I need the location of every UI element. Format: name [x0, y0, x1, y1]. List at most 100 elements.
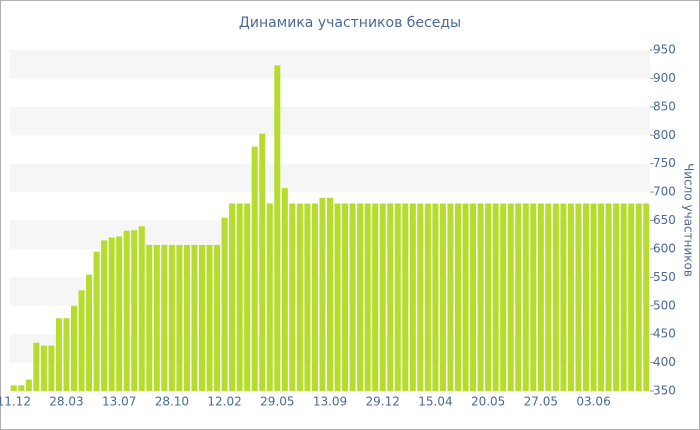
grid-band — [10, 106, 650, 136]
bar — [635, 203, 642, 391]
bar — [296, 203, 303, 391]
bar — [417, 203, 424, 391]
bar — [387, 203, 394, 391]
x-tick-label: 12.02 — [207, 395, 241, 409]
bar — [25, 379, 32, 391]
x-tick-label: 29.12 — [366, 395, 400, 409]
bar — [590, 203, 597, 391]
bar — [10, 385, 17, 391]
bar — [605, 203, 612, 391]
bar — [18, 385, 25, 391]
bar — [575, 203, 582, 391]
bar — [281, 188, 288, 391]
bar — [560, 203, 567, 391]
bar — [334, 203, 341, 391]
bar — [402, 203, 409, 391]
bar — [507, 203, 514, 391]
bar — [537, 203, 544, 391]
bar — [259, 133, 266, 392]
y-tick-label: 750 — [653, 156, 676, 170]
bar — [598, 203, 605, 391]
y-tick-label: 700 — [653, 185, 676, 199]
x-tick-label: 13.07 — [102, 395, 136, 409]
bar — [545, 203, 552, 391]
bar — [454, 203, 462, 391]
y-tick-label: 800 — [653, 128, 676, 142]
bar — [364, 203, 371, 391]
bar — [123, 230, 130, 391]
bar — [63, 318, 70, 391]
bar — [55, 318, 62, 391]
y-tick-label: 900 — [653, 71, 676, 85]
bar — [138, 226, 145, 391]
bar — [40, 345, 47, 391]
bar — [183, 244, 190, 391]
bar — [176, 244, 183, 391]
x-tick-label: 15.04 — [418, 395, 452, 409]
bar — [244, 203, 251, 391]
bar — [643, 203, 650, 391]
x-tick-label: 27.05 — [524, 395, 558, 409]
bar — [191, 244, 198, 391]
y-tick-label: 650 — [653, 213, 676, 227]
bar — [500, 203, 507, 391]
y-tick-label: 600 — [653, 241, 676, 255]
bar — [116, 236, 123, 391]
bar — [326, 197, 334, 391]
bar — [93, 251, 100, 391]
bar — [108, 237, 115, 391]
y-tick-label: 400 — [653, 355, 676, 369]
bar — [86, 274, 93, 391]
bar — [311, 203, 318, 391]
y-tick-label: 500 — [653, 298, 676, 312]
bar — [274, 65, 281, 391]
bar — [251, 146, 258, 391]
bar — [424, 203, 431, 391]
bar — [221, 217, 228, 391]
bar — [432, 203, 439, 391]
bar — [342, 203, 349, 391]
grid-band — [10, 163, 650, 193]
bar — [153, 244, 160, 391]
bar — [492, 203, 499, 391]
bar — [304, 203, 311, 391]
chart-title: Динамика участников беседы — [239, 15, 461, 31]
bar — [214, 244, 221, 391]
bar — [522, 203, 529, 391]
bar — [515, 203, 522, 391]
bar — [33, 342, 40, 391]
bar — [131, 230, 138, 391]
bar — [168, 244, 175, 391]
y-axis-label: Число участников — [682, 163, 696, 277]
bar — [236, 203, 243, 391]
bar — [266, 203, 273, 391]
bar — [70, 305, 78, 391]
bar — [372, 203, 379, 391]
bar — [462, 203, 469, 391]
bar — [530, 203, 537, 391]
x-tick-label: 28.10 — [155, 395, 189, 409]
bar — [582, 203, 590, 391]
bar — [394, 203, 401, 391]
bar — [552, 203, 559, 391]
bar — [161, 244, 168, 391]
x-tick-label: 29.05 — [260, 395, 294, 409]
bar — [78, 290, 85, 391]
bar — [48, 345, 55, 391]
y-tick-label: 550 — [653, 270, 676, 284]
bar — [206, 244, 213, 391]
bar — [379, 203, 386, 391]
bar — [620, 203, 627, 391]
bar — [628, 203, 635, 391]
bar — [101, 240, 108, 391]
bar — [146, 244, 153, 391]
bar — [319, 197, 326, 391]
bar — [567, 203, 574, 391]
bar — [470, 203, 477, 391]
x-tick-label: 28.03 — [49, 395, 83, 409]
grid-band — [10, 50, 650, 79]
bar — [613, 203, 620, 391]
x-tick-label: 13.09 — [313, 395, 347, 409]
x-tick-label: 20.05 — [471, 395, 505, 409]
